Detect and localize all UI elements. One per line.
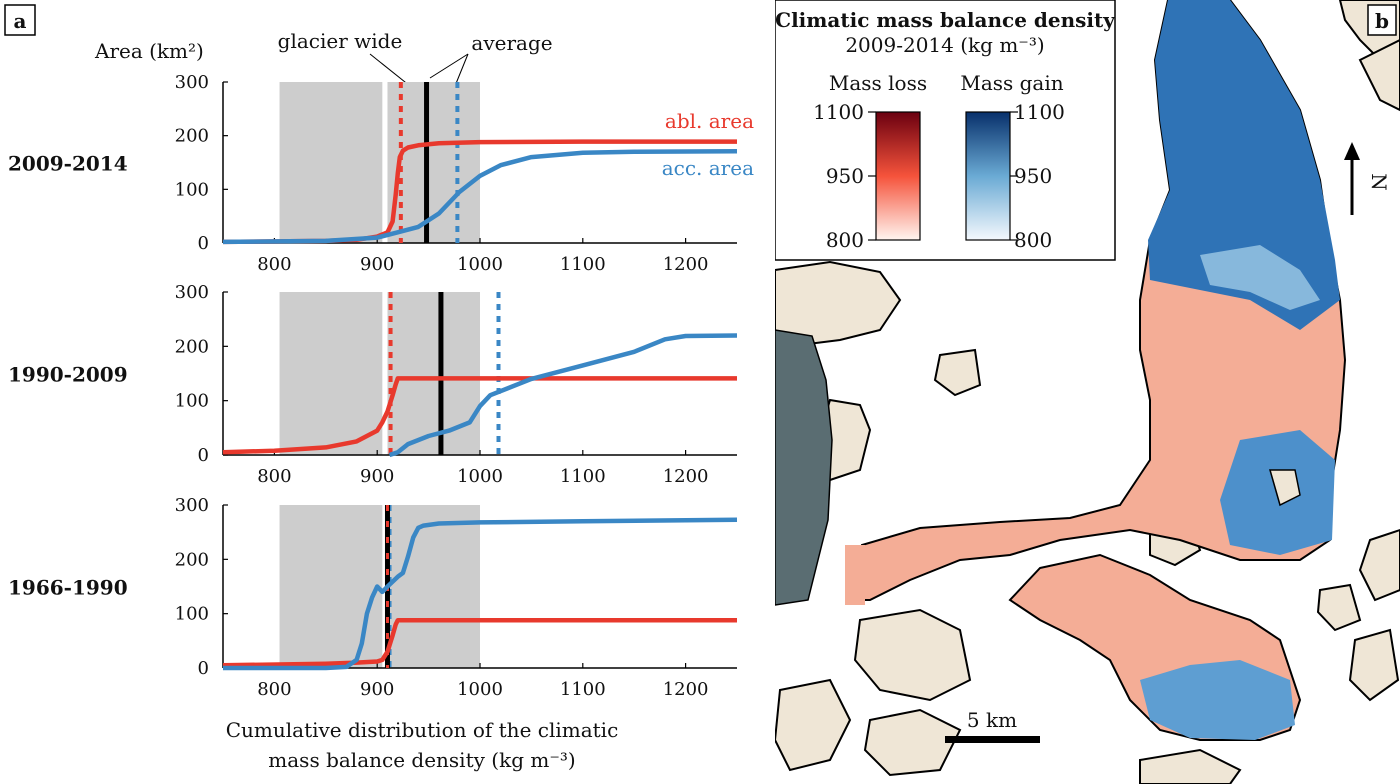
panel-a-tag-box bbox=[4, 4, 36, 36]
mass-loss-colorbar bbox=[875, 111, 921, 241]
chart-1990-2009: 0 100 200 300 800 900 1000 1100 1200 1990-2009 bbox=[8, 282, 738, 487]
mass-gain-colorbar bbox=[965, 111, 1011, 241]
period-label: 2009-2014 bbox=[8, 152, 128, 176]
shaded-range bbox=[387, 505, 480, 668]
y-tick-label: 100 bbox=[175, 391, 209, 412]
shaded-range bbox=[387, 292, 480, 455]
nunatak bbox=[1269, 469, 1301, 507]
mass-gain-label: Mass gain bbox=[960, 71, 1063, 95]
land-patch bbox=[1358, 38, 1400, 112]
loss-tick-label: 1100 bbox=[813, 100, 864, 124]
accumulation-area-series bbox=[223, 517, 738, 671]
land-patch bbox=[1316, 583, 1362, 632]
legend-title-line2: 2009-2014 (kg m⁻³) bbox=[845, 33, 1044, 57]
shaded-range bbox=[279, 505, 383, 668]
x-tick-label: 1100 bbox=[560, 254, 606, 275]
y-tick-label: 100 bbox=[175, 604, 209, 625]
x-tick-label: 1000 bbox=[457, 679, 503, 700]
land-patch bbox=[1139, 748, 1242, 784]
shaded-range bbox=[279, 292, 383, 455]
x-axis-title-line1: Cumulative distribution of the climatic bbox=[226, 718, 619, 742]
gain-tick-label: 800 bbox=[1014, 228, 1052, 252]
leader-average-1 bbox=[429, 53, 469, 79]
x-tick-label: 1100 bbox=[560, 679, 606, 700]
chart-2009-2014: 0 100 200 300 800 900 1000 1100 1200 2009-2014 abl… bbox=[8, 72, 754, 275]
period-label: 1966-1990 bbox=[8, 576, 128, 600]
y-tick-label: 200 bbox=[175, 549, 209, 570]
x-axis-title-line2: mass balance density (kg m⁻³) bbox=[268, 748, 575, 772]
land-patch bbox=[1348, 628, 1400, 702]
accumulation-zone-south bbox=[1140, 660, 1295, 740]
proglacial-lake bbox=[775, 329, 833, 606]
ablation-area-series bbox=[222, 376, 737, 455]
x-tick-label: 800 bbox=[257, 679, 291, 700]
panel-b-tag-box bbox=[1367, 4, 1397, 36]
y-axis-title: Area (km²) bbox=[94, 39, 204, 63]
land-patch bbox=[853, 608, 972, 702]
y-tick-label: 200 bbox=[175, 336, 209, 357]
x-tick-label: 1000 bbox=[457, 254, 503, 275]
panel-b: 5 km N Climatic mass balance density 200… bbox=[775, 0, 1400, 784]
gain-tick-label: 950 bbox=[1014, 164, 1052, 188]
colorbar-ticks: 1100 1100 950 950 800 800 bbox=[813, 100, 1065, 252]
x-tick-label: 1200 bbox=[663, 254, 709, 275]
mass-loss-label: Mass loss bbox=[829, 71, 927, 95]
glacier-terminus bbox=[845, 545, 865, 605]
accumulation-area-series bbox=[388, 333, 738, 458]
y-tick-label: 0 bbox=[198, 233, 209, 254]
period-label: 1990-2009 bbox=[8, 363, 128, 387]
y-tick-label: 300 bbox=[175, 72, 209, 93]
chart-1966-1990: 0 100 200 300 800 900 1000 1100 1200 1966-1990 bbox=[8, 495, 738, 700]
accumulation-zone-north bbox=[1148, 0, 1340, 330]
shaded-range bbox=[279, 82, 383, 243]
x-tick-label: 800 bbox=[257, 254, 291, 275]
callout-average: average bbox=[471, 31, 552, 55]
accumulation-area-series bbox=[222, 148, 738, 245]
y-tick-label: 200 bbox=[175, 126, 209, 147]
panel-a-tag: a bbox=[14, 9, 27, 33]
gain-tick-label: 1100 bbox=[1014, 100, 1065, 124]
map-area: 5 km N Climatic mass balance density 200… bbox=[775, 0, 1400, 784]
north-arrow-head bbox=[1344, 142, 1360, 160]
x-tick-label: 1200 bbox=[663, 679, 709, 700]
x-tick-label: 900 bbox=[360, 679, 394, 700]
x-tick-label: 1100 bbox=[560, 466, 606, 487]
land-patch bbox=[775, 678, 852, 772]
y-tick-label: 0 bbox=[198, 658, 209, 679]
x-tick-label: 800 bbox=[257, 466, 291, 487]
callout-leaders bbox=[369, 53, 469, 87]
accumulation-zone-band bbox=[1200, 245, 1320, 310]
leader-average-2 bbox=[454, 53, 469, 87]
scale-bar bbox=[945, 736, 1040, 743]
ablation-series-label: abl. area bbox=[665, 109, 754, 133]
land-patch bbox=[1358, 528, 1400, 602]
panel-a: a Area (km²) glacier wide average 0 100 20… bbox=[4, 4, 754, 772]
leader-glacier-wide bbox=[369, 53, 411, 87]
x-tick-label: 1000 bbox=[457, 466, 503, 487]
legend-box bbox=[775, 0, 1116, 261]
legend-title-line1: Climatic mass balance density bbox=[775, 8, 1116, 32]
y-tick-label: 100 bbox=[175, 179, 209, 200]
panel-b-tag: b bbox=[1375, 9, 1389, 33]
loss-tick-label: 800 bbox=[826, 228, 864, 252]
land-patch bbox=[863, 708, 962, 777]
x-tick-label: 900 bbox=[360, 466, 394, 487]
land-patch bbox=[933, 348, 982, 397]
y-tick-label: 300 bbox=[175, 495, 209, 516]
colorbar-legend: Climatic mass balance density 2009-2014 … bbox=[775, 0, 1116, 261]
y-tick-label: 300 bbox=[175, 282, 209, 303]
x-tick-label: 1200 bbox=[663, 466, 709, 487]
accumulation-series-label: acc. area bbox=[662, 156, 754, 180]
north-arrow: N bbox=[1344, 142, 1391, 215]
ablation-area-series bbox=[222, 617, 737, 668]
scale-bar-label: 5 km bbox=[967, 708, 1017, 732]
north-label: N bbox=[1367, 173, 1391, 191]
loss-tick-label: 950 bbox=[826, 164, 864, 188]
y-tick-label: 0 bbox=[198, 445, 209, 466]
callout-glacier-wide: glacier wide bbox=[278, 29, 403, 53]
x-tick-label: 900 bbox=[360, 254, 394, 275]
